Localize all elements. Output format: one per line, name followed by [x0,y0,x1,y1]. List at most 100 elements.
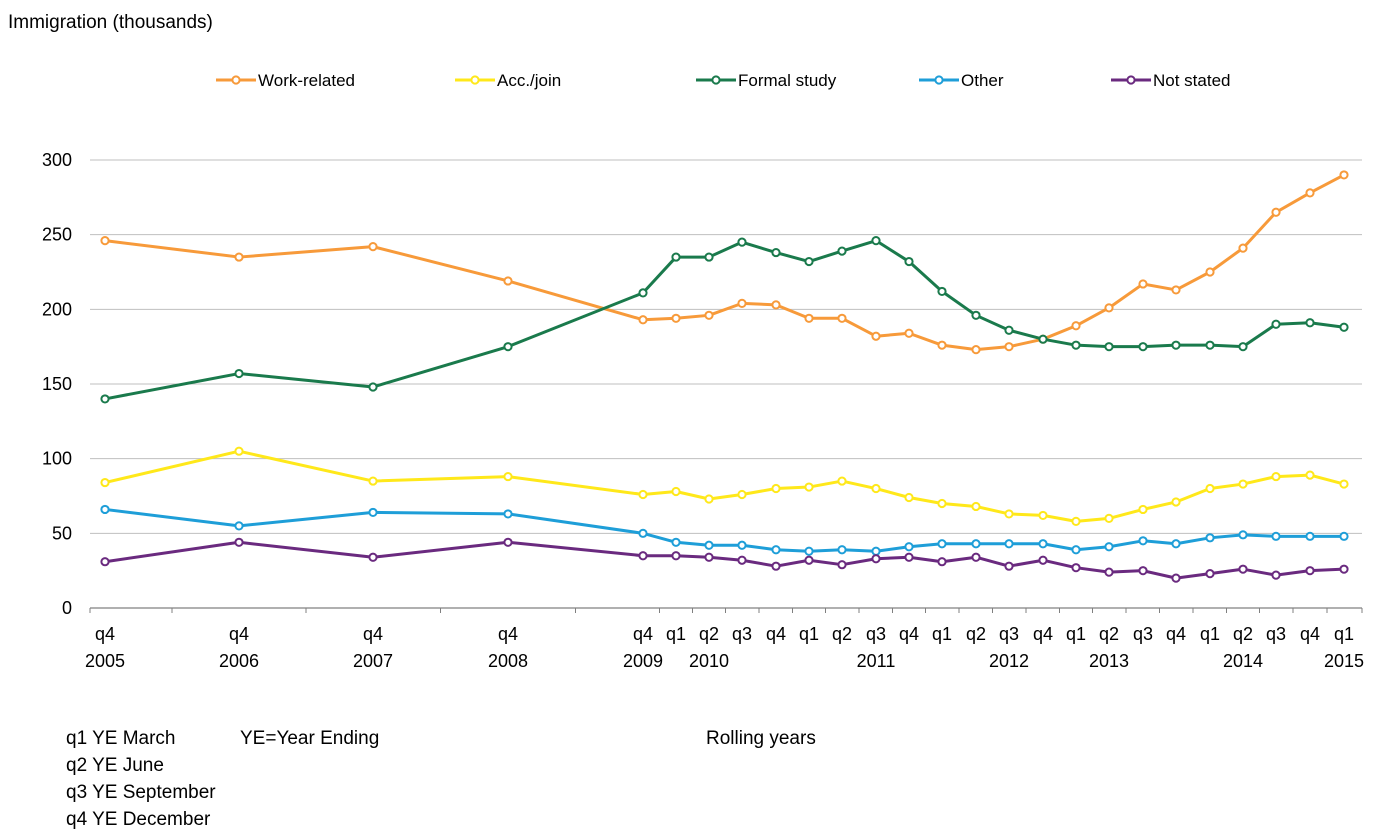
data-point [1205,569,1215,579]
legend-marker [934,75,944,85]
data-point [737,555,747,565]
data-point [671,313,681,323]
x-tick-label-year: 2010 [689,651,729,671]
data-point [704,252,714,262]
data-point [234,446,244,456]
data-point [837,545,847,555]
x-tick-label-quarter: q4 [498,624,518,644]
data-point [1104,342,1114,352]
data-point [1004,561,1014,571]
legend-label: Not stated [1153,71,1231,90]
series-line [104,449,1345,523]
data-point [1171,573,1181,583]
data-point [1205,267,1215,277]
data-point [704,494,714,504]
footnote-q3: q3 YE September [66,782,216,803]
series-line [104,507,1344,553]
x-tick-label-quarter: q1 [1334,624,1354,644]
data-point [937,539,947,549]
data-point [1205,533,1215,543]
data-point [771,561,781,571]
data-point [1071,545,1081,555]
x-tick-label-quarter: q4 [1166,624,1186,644]
data-point [671,537,681,547]
data-point [368,242,378,252]
x-tick-label-quarter: q3 [999,624,1019,644]
x-tick-label-year: 2007 [353,651,393,671]
x-tick-label-quarter: q4 [229,624,249,644]
data-point [1171,340,1181,350]
data-point [837,313,847,323]
data-point [1104,567,1114,577]
y-tick-label: 100 [42,449,72,469]
data-point [1004,539,1014,549]
data-point [971,345,981,355]
legend-marker [711,75,721,85]
data-point [1038,555,1048,565]
data-point [638,551,648,561]
data-point [771,300,781,310]
data-point [871,546,881,556]
data-point [1238,564,1248,574]
data-point [904,552,914,562]
data-point [904,492,914,503]
data-point [1004,342,1014,352]
data-point [837,476,847,486]
data-point [1038,539,1048,549]
data-point [1038,334,1048,344]
y-tick-label: 200 [42,299,72,319]
x-tick-label-quarter: q2 [699,624,719,644]
data-point [1238,530,1248,540]
x-tick-label-quarter: q4 [766,624,786,644]
x-tick-label-quarter: q3 [866,624,886,644]
data-point [503,342,513,352]
x-tick-label-quarter: q1 [932,624,952,644]
data-point [503,537,513,547]
data-point [100,236,110,246]
series-line [104,540,1345,580]
data-point [904,328,914,338]
x-tick-label-quarter: q2 [832,624,852,644]
series-line [104,239,1345,401]
data-point [234,537,244,547]
legend-label: Formal study [738,71,837,90]
data-point [971,501,981,512]
data-point [1238,243,1248,253]
x-tick-label-quarter: q2 [1233,624,1253,644]
data-point [771,545,781,555]
series-lines [100,170,1349,583]
x-tick-label-quarter: q1 [666,624,686,644]
axes: 050100150200250300q42005q42006q42007q420… [42,150,1364,671]
data-point [704,540,714,550]
y-tick-label: 0 [62,598,72,618]
data-point [704,310,714,320]
x-tick-label-quarter: q4 [1033,624,1053,644]
data-point [804,313,814,323]
data-point [1138,342,1148,352]
data-point [1104,303,1114,313]
data-point [1138,279,1148,289]
data-point [704,552,714,562]
data-point [971,539,981,549]
data-point [1071,563,1081,573]
data-point [503,471,513,482]
data-point [1271,207,1281,217]
data-point [971,310,981,320]
data-point [100,477,110,488]
data-point [1038,510,1048,521]
data-point [638,288,648,298]
x-tick-label-year: 2013 [1089,651,1129,671]
data-point [368,382,378,392]
data-point [737,298,747,308]
x-tick-label-year: 2008 [488,651,528,671]
data-point [671,252,681,262]
x-tick-label-quarter: q1 [1066,624,1086,644]
x-tick-label-quarter: q2 [966,624,986,644]
data-point [1238,479,1248,489]
data-point [1171,497,1181,507]
x-tick-label-quarter: q2 [1099,624,1119,644]
data-point [871,554,881,564]
x-tick-label-year: 2012 [989,651,1029,671]
data-point [671,551,681,561]
data-point [771,247,781,258]
